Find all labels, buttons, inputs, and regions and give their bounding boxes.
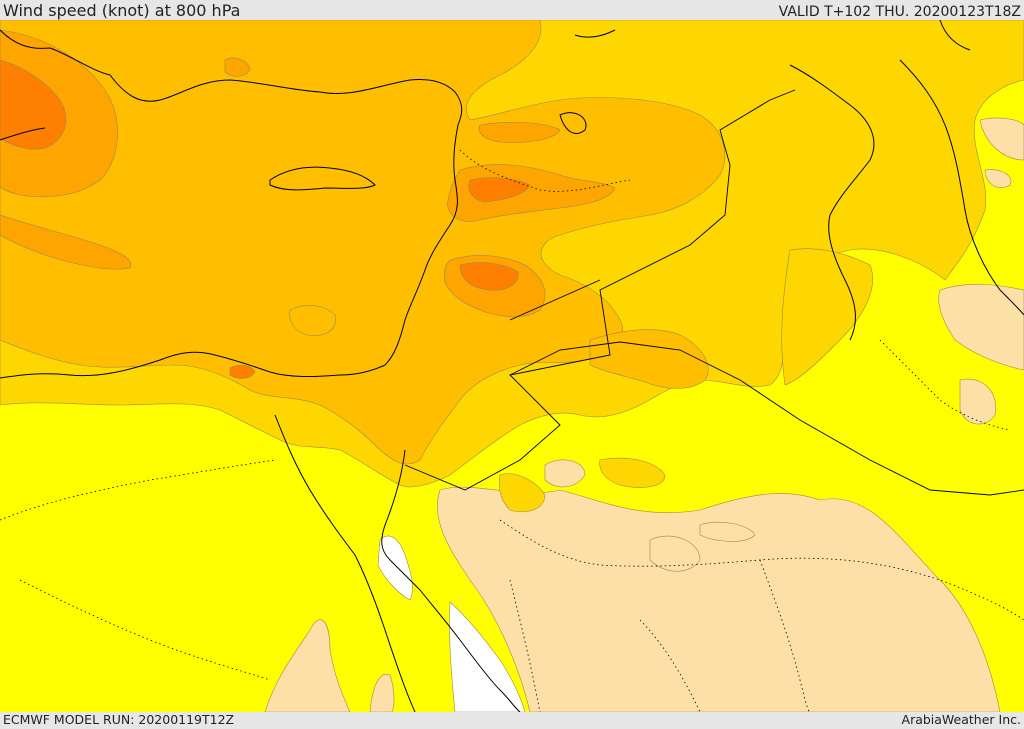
model-run-label: ECMWF MODEL RUN: 20200119T12Z bbox=[3, 712, 235, 727]
map-title: Wind speed (knot) at 800 hPa bbox=[3, 1, 241, 20]
country-borders bbox=[0, 149, 1024, 712]
coastlines bbox=[0, 20, 1024, 712]
header-bar bbox=[0, 0, 1024, 20]
wind-speed-map bbox=[0, 20, 1024, 712]
footer-bar bbox=[0, 712, 1024, 729]
valid-time: VALID T+102 THU. 20200123T18Z bbox=[778, 4, 1021, 20]
brand-label: ArabiaWeather Inc. bbox=[901, 712, 1021, 727]
political-borders bbox=[404, 89, 1024, 496]
wind-band-deep-orange bbox=[0, 59, 531, 379]
